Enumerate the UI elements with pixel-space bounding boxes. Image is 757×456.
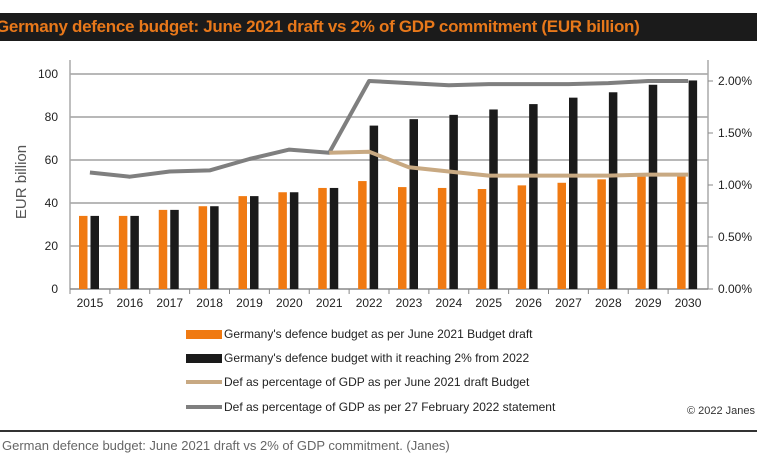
bar-2pct bbox=[210, 206, 219, 289]
bar-2pct bbox=[329, 187, 339, 289]
bar-draft bbox=[437, 187, 447, 289]
y2-tick-label: 1.00% bbox=[718, 178, 752, 192]
bar-draft bbox=[398, 187, 407, 289]
bar-2pct bbox=[688, 80, 698, 289]
line-feb2022-pct bbox=[89, 79, 689, 179]
bar-draft bbox=[637, 176, 646, 289]
x-tick-label: 2021 bbox=[316, 296, 343, 310]
x-tick-label: 2018 bbox=[196, 296, 223, 310]
bar-2pct bbox=[409, 119, 418, 290]
y-tick-label: 60 bbox=[45, 153, 59, 167]
bar-2pct bbox=[130, 215, 139, 289]
y-tick-label: 0 bbox=[51, 282, 58, 296]
bar-2pct bbox=[489, 109, 498, 289]
bar-draft bbox=[557, 182, 566, 289]
y-tick-label: 80 bbox=[45, 110, 59, 124]
x-tick-label: 2030 bbox=[675, 296, 702, 310]
bar-draft bbox=[517, 185, 527, 289]
copyright: © 2022 Janes bbox=[686, 405, 755, 417]
divider bbox=[0, 430, 757, 432]
legend-swatch bbox=[186, 380, 222, 384]
bar-2pct bbox=[250, 196, 259, 289]
x-tick-label: 2017 bbox=[156, 296, 183, 310]
bar-2pct bbox=[449, 114, 458, 289]
line-draft-pct bbox=[329, 149, 689, 178]
legend-label: Germany's defence budget as per June 202… bbox=[224, 327, 533, 341]
x-tick-label: 2029 bbox=[635, 296, 662, 310]
x-tick-label: 2027 bbox=[555, 296, 582, 310]
legend-swatch bbox=[186, 405, 222, 409]
bar-2pct bbox=[529, 104, 538, 289]
bar-draft bbox=[677, 176, 686, 289]
x-tick-label: 2022 bbox=[356, 296, 383, 310]
legend-label: Def as percentage of GDP as per June 202… bbox=[224, 375, 530, 389]
x-tick-label: 2023 bbox=[396, 296, 423, 310]
bar-draft bbox=[318, 187, 327, 289]
legend-swatch bbox=[186, 329, 222, 339]
legend-item-feb2022-pct: Def as percentage of GDP as per 27 Febru… bbox=[186, 400, 555, 414]
x-tick-label: 2025 bbox=[475, 296, 502, 310]
legend-item-draft-budget: Germany's defence budget as per June 202… bbox=[186, 327, 533, 341]
bar-2pct bbox=[369, 125, 379, 289]
y2-tick-label: 0.50% bbox=[718, 230, 752, 244]
chart-title-bar: Germany defence budget: June 2021 draft … bbox=[0, 13, 757, 41]
x-tick-label: 2028 bbox=[595, 296, 622, 310]
bar-2pct bbox=[648, 84, 658, 289]
bar-2pct bbox=[569, 97, 578, 290]
y2-tick-label: 0.00% bbox=[718, 282, 752, 296]
x-tick-label: 2016 bbox=[116, 296, 143, 310]
bar-draft bbox=[238, 196, 247, 289]
legend-item-draft-pct: Def as percentage of GDP as per June 202… bbox=[186, 375, 529, 389]
chart-plot: 0 20 40 60 80 100 0.00% 0.50% 1.00% 1.50% 2.00% EUR… bbox=[13, 60, 752, 310]
y-tick-label: 100 bbox=[38, 67, 58, 81]
y-tick-label: 40 bbox=[45, 196, 59, 210]
bar-draft bbox=[118, 215, 128, 289]
legend-label: Def as percentage of GDP as per 27 Febru… bbox=[224, 400, 556, 414]
chart-title: Germany defence budget: June 2021 draft … bbox=[0, 17, 640, 36]
bar-2pct bbox=[289, 192, 299, 289]
legend-label: Germany's defence budget with it reachin… bbox=[224, 351, 530, 365]
bar-2pct bbox=[90, 215, 99, 289]
x-tick-label: 2026 bbox=[515, 296, 542, 310]
caption: German defence budget: June 2021 draft v… bbox=[2, 438, 450, 453]
bar-draft bbox=[278, 192, 287, 289]
bar-2pct bbox=[608, 92, 618, 290]
legend-item-2pct-budget: Germany's defence budget with it reachin… bbox=[186, 351, 529, 365]
x-tick-label: 2024 bbox=[435, 296, 462, 310]
x-tick-label: 2019 bbox=[236, 296, 263, 310]
bar-draft bbox=[158, 209, 168, 289]
bar-draft bbox=[477, 189, 487, 289]
y2-tick-label: 2.00% bbox=[718, 74, 752, 88]
x-tick-label: 2015 bbox=[77, 296, 104, 310]
bar-draft bbox=[79, 215, 88, 289]
x-tick-label: 2020 bbox=[276, 296, 303, 310]
y-tick-label: 20 bbox=[45, 239, 59, 253]
bar-draft bbox=[198, 206, 208, 289]
y2-tick-label: 1.50% bbox=[718, 126, 752, 140]
bar-draft bbox=[597, 179, 606, 289]
legend-swatch bbox=[186, 353, 222, 363]
bar-draft bbox=[358, 181, 367, 289]
y-axis-label: EUR billion bbox=[13, 145, 30, 219]
bar-2pct bbox=[170, 209, 179, 289]
